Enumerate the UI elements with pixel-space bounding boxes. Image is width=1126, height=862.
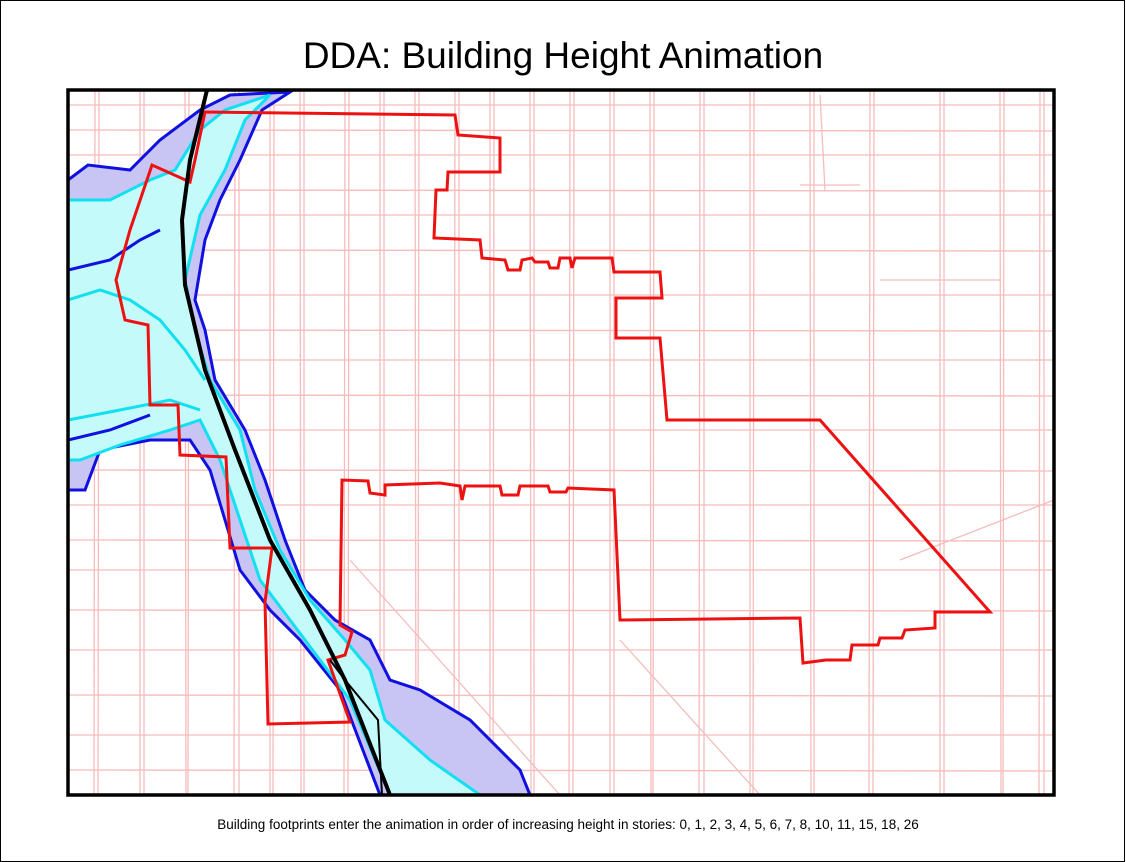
street bbox=[568, 90, 571, 795]
street bbox=[529, 90, 532, 795]
street bbox=[272, 90, 275, 795]
street bbox=[349, 559, 561, 795]
street bbox=[899, 499, 1054, 561]
street bbox=[68, 249, 1054, 252]
map-frame bbox=[66, 88, 1056, 797]
street bbox=[819, 94, 826, 191]
street bbox=[417, 90, 420, 795]
map-caption: Building footprints enter the animation … bbox=[217, 817, 918, 832]
map-area bbox=[68, 90, 1054, 795]
street bbox=[619, 639, 761, 795]
flood-zone-inner bbox=[68, 93, 483, 795]
street bbox=[68, 694, 1054, 697]
street bbox=[649, 90, 652, 795]
street bbox=[999, 90, 1002, 795]
street bbox=[1038, 90, 1041, 795]
street bbox=[1002, 90, 1005, 795]
map-title: DDA: Building Height Animation bbox=[303, 35, 823, 76]
street bbox=[698, 90, 701, 795]
street bbox=[414, 90, 417, 795]
railway bbox=[179, 90, 392, 795]
street bbox=[809, 90, 812, 795]
street bbox=[68, 329, 1054, 332]
dda-boundary bbox=[114, 110, 994, 726]
street bbox=[572, 90, 575, 795]
street bbox=[752, 90, 755, 795]
street bbox=[872, 90, 875, 795]
street bbox=[68, 769, 1054, 772]
street bbox=[68, 609, 1054, 612]
channel-line bbox=[68, 288, 207, 422]
railway-spur bbox=[329, 659, 383, 795]
street bbox=[492, 90, 495, 795]
street bbox=[68, 189, 1054, 192]
street bbox=[868, 90, 871, 795]
street bbox=[68, 394, 1054, 397]
street bbox=[299, 90, 302, 795]
